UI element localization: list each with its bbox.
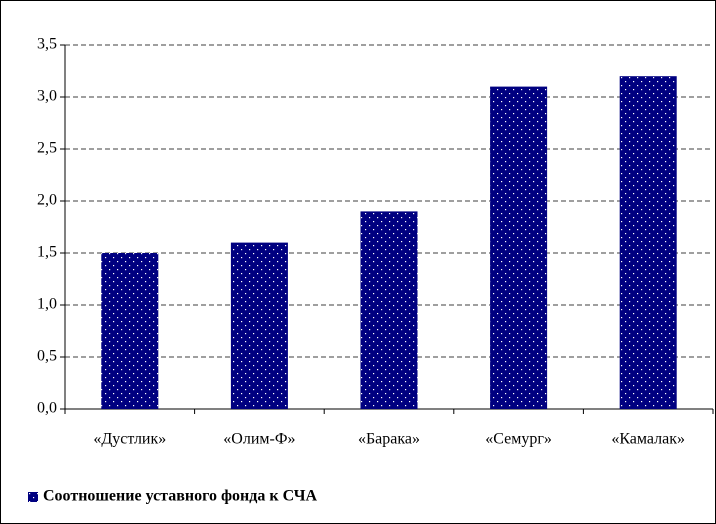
bar (230, 242, 288, 409)
y-tick-label: 1,0 (37, 296, 57, 313)
y-tick-label: 2,0 (37, 192, 57, 209)
y-tick-label: 0,0 (37, 400, 57, 417)
x-tick-label: «Камалак» (611, 431, 685, 448)
bar (490, 86, 548, 409)
y-tick-label: 3,5 (37, 36, 57, 53)
x-tick-label: «Семург» (485, 431, 552, 448)
bar (619, 76, 677, 409)
x-tick-label: «Дустлик» (93, 431, 166, 448)
x-tick-label: «Барака» (358, 431, 420, 448)
bar (360, 211, 418, 409)
x-tick-label: «Олим-Ф» (223, 431, 295, 448)
bar (101, 253, 159, 409)
legend-label: Соотношение уставного фонда к СЧА (43, 488, 317, 505)
y-tick-label: 3,0 (37, 88, 57, 105)
y-tick-label: 1,5 (37, 244, 57, 261)
y-tick-label: 0,5 (37, 348, 57, 365)
legend-swatch (28, 492, 38, 502)
y-tick-label: 2,5 (37, 140, 57, 157)
